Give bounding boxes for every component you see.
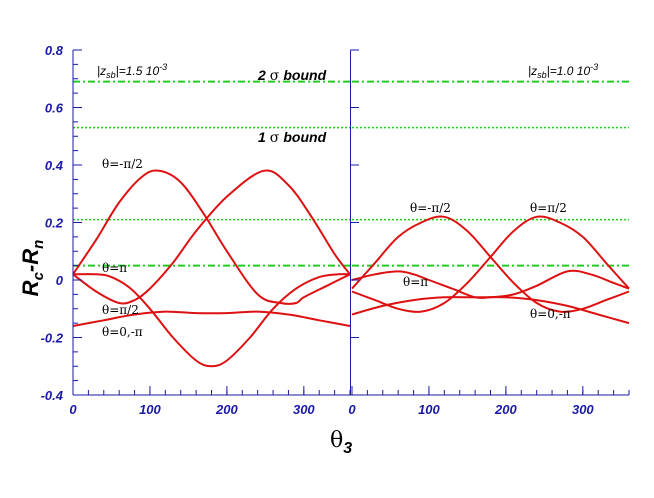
- curve-label-left-zero: θ=0,-π: [102, 325, 143, 339]
- series-line-left-3: [72, 310, 351, 327]
- curve-label-left-pi: θ=π: [102, 261, 127, 275]
- series-line-right-3: [351, 296, 630, 325]
- curve-label-right-pi: θ=π: [403, 275, 428, 289]
- x-tick-label: 300: [572, 402, 594, 417]
- panel-left-annotation: |zsb|=1.5 10-3: [97, 62, 167, 80]
- series-line-left-1: [72, 169, 351, 305]
- y-tick-label: 0.4: [45, 158, 64, 173]
- curve-label-left-neg-half-pi: θ=-π/2: [102, 157, 143, 171]
- axes-frame: [72, 49, 630, 396]
- x-tick-label: 0: [69, 402, 77, 417]
- curve-label-right-half-pi: θ=π/2: [530, 201, 567, 215]
- series-line-right-1: [351, 215, 630, 313]
- panel-right-annotation: |zsb|=1.0 10-3: [528, 62, 598, 80]
- x-tick-label: 300: [293, 402, 315, 417]
- y-tick-labels: 0.8 0.6 0.4 0.2 0 -0.2 -0.4: [41, 43, 64, 403]
- x-tick-label: 100: [139, 402, 161, 417]
- y-axis-label: Rc-Rn: [18, 240, 47, 297]
- x-axis-label: θ3: [330, 428, 352, 457]
- x-tick-label: 0: [348, 402, 356, 417]
- y-tick-label: -0.4: [41, 388, 64, 403]
- curve-label-right-neg-half-pi: θ=-π/2: [410, 201, 451, 215]
- series-line-left-2: [72, 273, 351, 368]
- y-tick-label: 0: [56, 273, 64, 288]
- x-tick-labels: 0 100 200 300 0 100 200 300: [69, 402, 594, 417]
- x-tick-label: 100: [418, 402, 440, 417]
- y-tick-label: 0.6: [45, 101, 64, 116]
- panel-left: [72, 80, 351, 368]
- series-line-left-0: [72, 169, 351, 305]
- y-tick-label: 0.8: [45, 43, 64, 58]
- curve-label-right-zero: θ=0,-π: [530, 307, 571, 321]
- bound-label-2sigma: 2 σ bound: [257, 67, 327, 84]
- bound-label-1sigma: 1 σ bound: [258, 129, 327, 146]
- y-tick-label: 0.2: [45, 216, 64, 231]
- y-tick-label: -0.2: [41, 331, 64, 346]
- panel-right: [351, 80, 630, 325]
- x-tick-label: 200: [494, 402, 517, 417]
- series-line-right-2: [351, 269, 630, 300]
- x-tick-label: 200: [215, 402, 238, 417]
- curve-label-left-half-pi: θ=π/2: [102, 303, 139, 317]
